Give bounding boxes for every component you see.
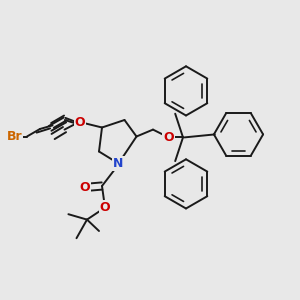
Text: O: O xyxy=(163,131,174,144)
Text: O: O xyxy=(79,181,90,194)
Text: Br: Br xyxy=(7,130,22,143)
Text: O: O xyxy=(75,116,86,130)
Text: N: N xyxy=(113,157,124,170)
Text: O: O xyxy=(100,201,110,214)
